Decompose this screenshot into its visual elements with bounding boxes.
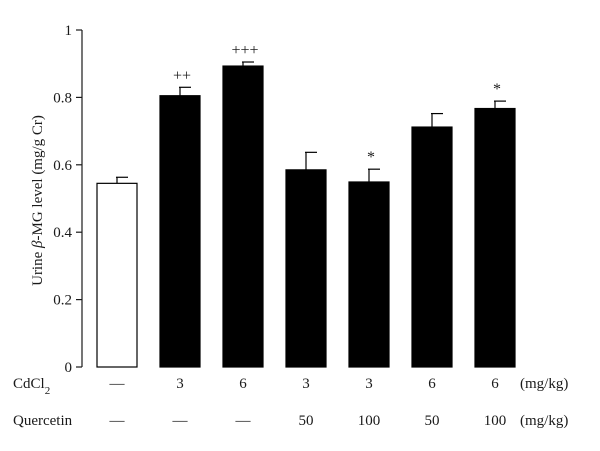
row-value: 50 <box>299 413 314 429</box>
bar <box>222 65 264 368</box>
row-value: 3 <box>365 376 373 392</box>
bar <box>159 95 201 368</box>
row-value: 6 <box>239 376 247 392</box>
y-tick-label: 0.6 <box>53 158 72 174</box>
row-label: CdCl2 <box>13 376 50 397</box>
y-tick-label: 0.4 <box>53 225 72 241</box>
significance-mark: ++ <box>173 67 191 84</box>
significance-mark: +++ <box>231 42 258 59</box>
bar <box>348 181 390 368</box>
y-tick-label: 0.8 <box>53 90 72 106</box>
y-tick-label: 0.2 <box>53 293 72 309</box>
row-value: — <box>109 413 126 429</box>
y-tick-label: 1 <box>65 23 73 39</box>
row-value: — <box>109 376 126 392</box>
row-unit: (mg/kg) <box>520 413 568 429</box>
treatment-rows: CdCl2 — 3 6 3 3 6 6 (mg/kg) Quercetin — — — 50 100 50 10… <box>13 376 568 429</box>
y-axis-title: Urine β-MG level (mg/g Cr) <box>30 115 46 286</box>
significance-mark: * <box>367 149 375 166</box>
row-value: 6 <box>491 376 499 392</box>
y-axis-title-text: Urine β-MG level (mg/g Cr) <box>30 115 46 286</box>
row-value: 100 <box>358 413 381 429</box>
bar <box>411 126 453 368</box>
y-axis: 0 0.2 0.4 0.6 0.8 1 <box>53 23 83 376</box>
row-value: 3 <box>176 376 184 392</box>
bars-group: +++++** <box>96 42 516 368</box>
y-tick-label: 0 <box>65 360 73 376</box>
significance-mark: * <box>493 81 501 98</box>
row-value: 50 <box>425 413 440 429</box>
row-value: 100 <box>484 413 507 429</box>
row-value: — <box>172 413 189 429</box>
row-unit: (mg/kg) <box>520 376 568 392</box>
bar <box>285 169 327 368</box>
bar <box>474 107 516 368</box>
row-label: Quercetin <box>13 413 73 429</box>
row-value: — <box>235 413 252 429</box>
row-value: 3 <box>302 376 310 392</box>
bar <box>96 182 138 368</box>
row-value: 6 <box>428 376 436 392</box>
